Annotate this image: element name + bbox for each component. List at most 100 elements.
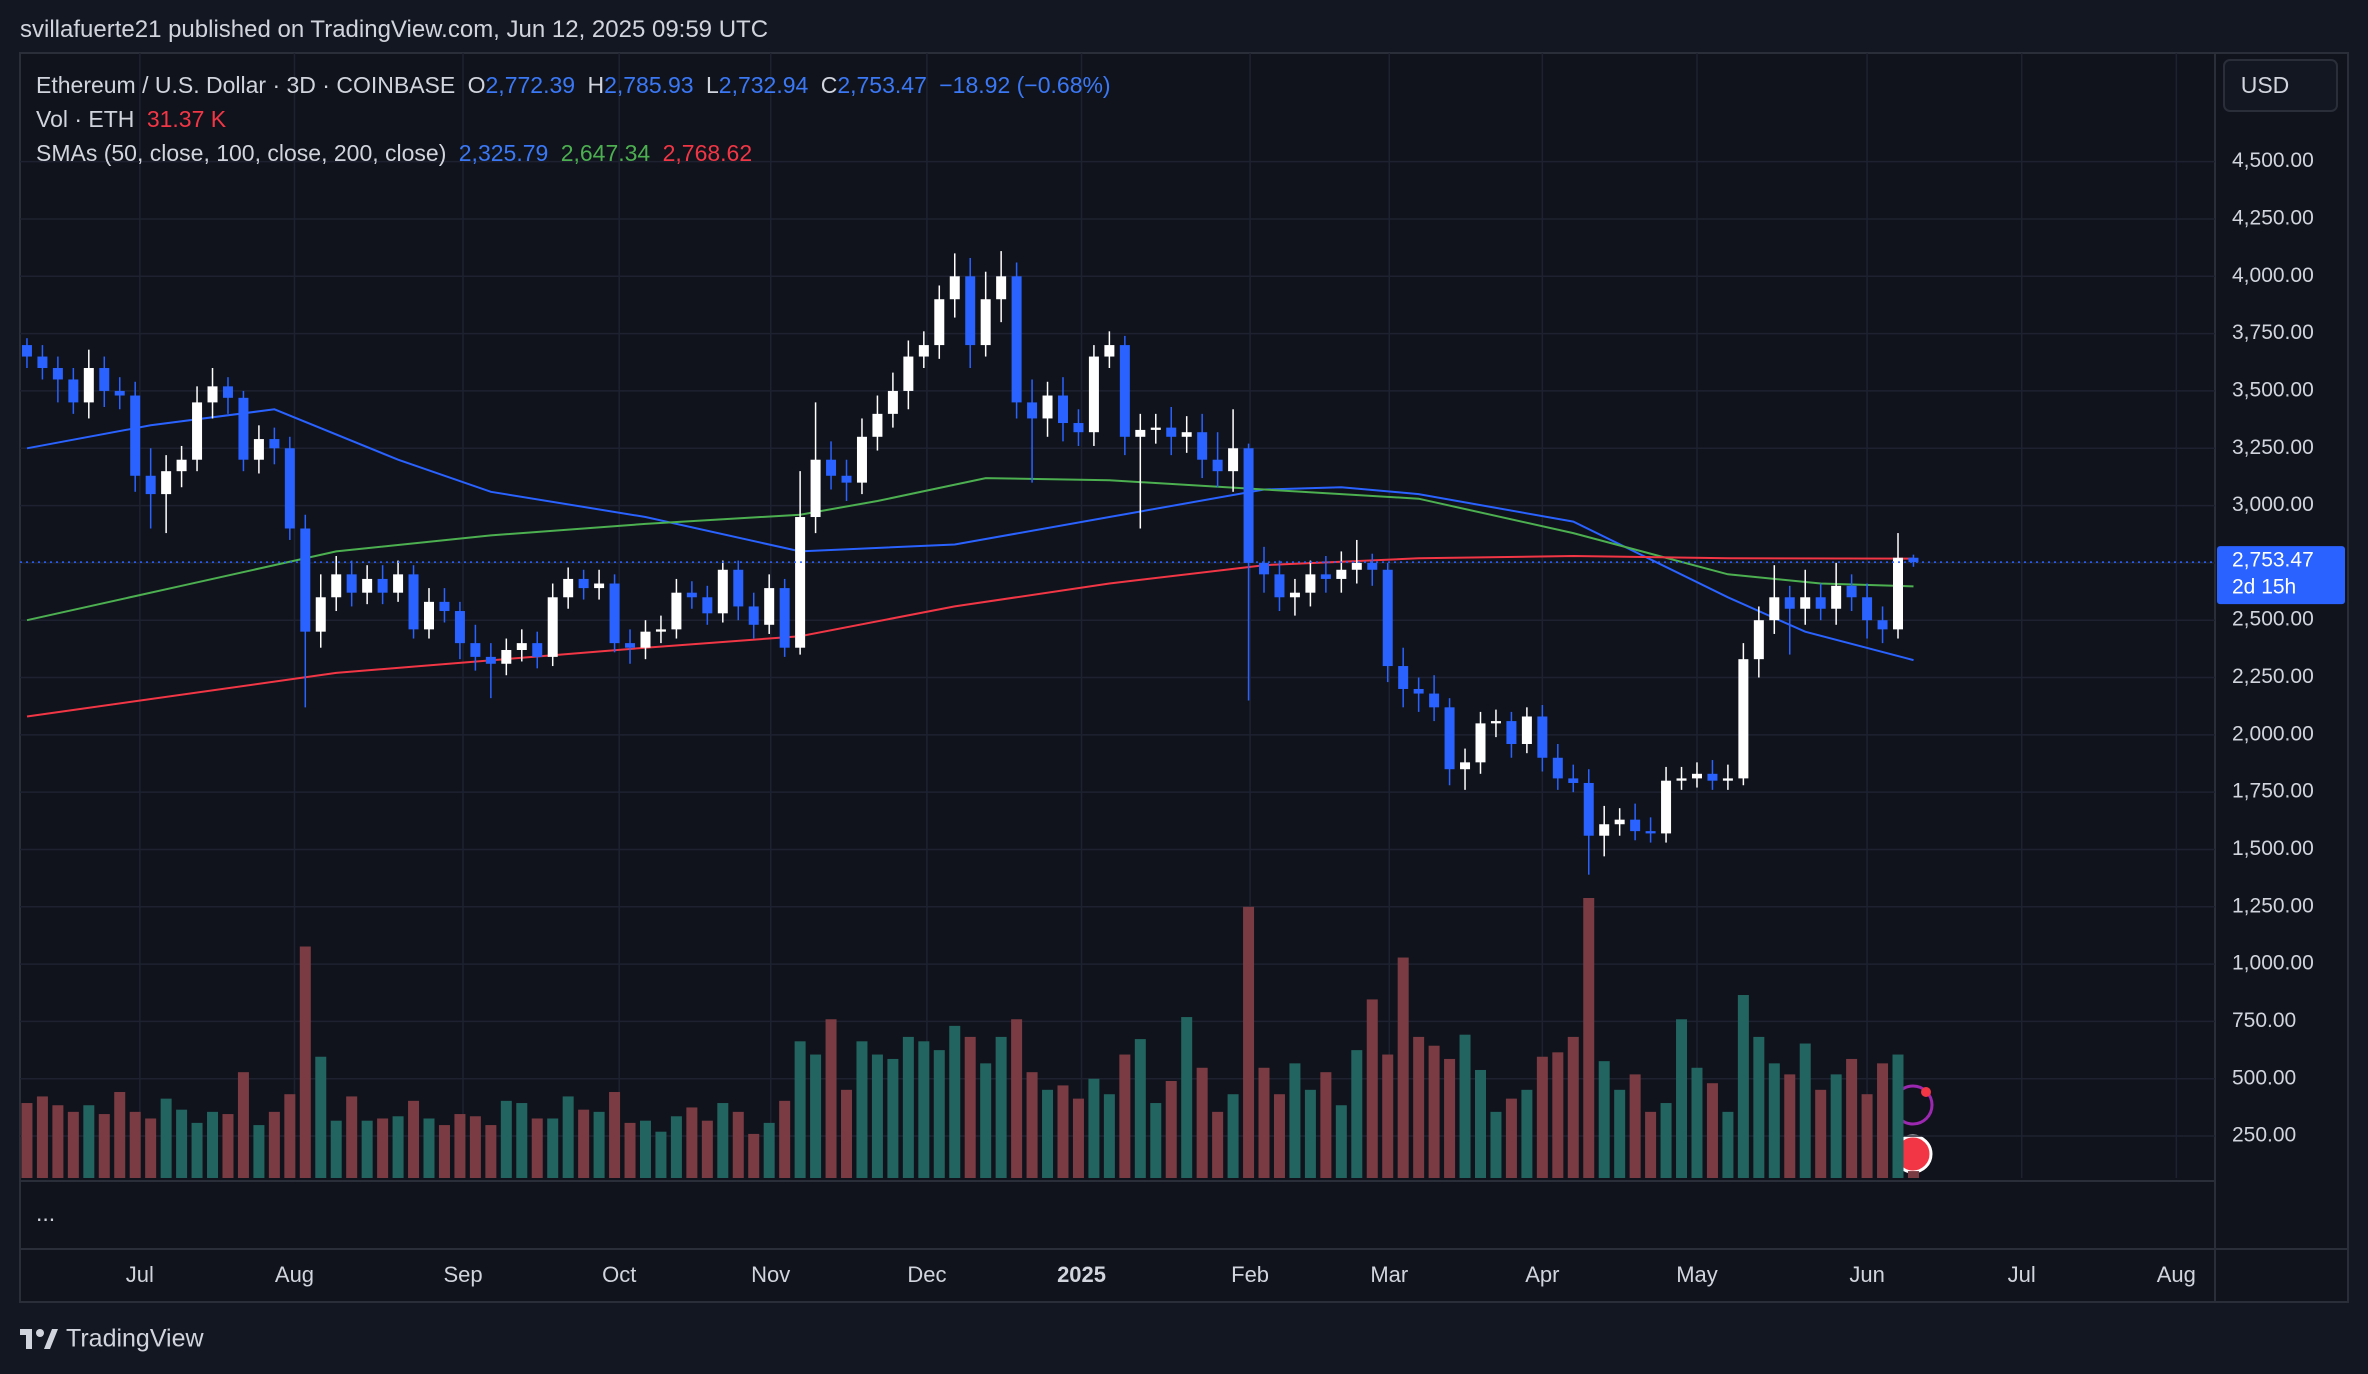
legend-row: SMAs (50, close, 100, close, 200, close)… (36, 136, 1117, 170)
volume-bar (36, 1096, 48, 1178)
candle-body (1027, 402, 1038, 419)
candle-body (362, 578, 373, 593)
countdown: 2d 15h (2232, 576, 2296, 599)
volume-bar (191, 1122, 203, 1178)
volume-bar (1645, 1111, 1657, 1178)
volume-bar (639, 1120, 651, 1178)
y-tick-label: 2,000.00 (2232, 722, 2314, 745)
brand: TradingView (66, 1325, 205, 1353)
candle-body (1398, 666, 1409, 689)
candle-body (872, 413, 883, 437)
volume-bar (1304, 1089, 1316, 1178)
volume-bar (1722, 1111, 1734, 1178)
candle-body (717, 569, 728, 614)
byline: svillafuerte21 published on TradingView.… (20, 16, 769, 43)
candle-body (1135, 429, 1146, 437)
volume-bar (856, 1041, 868, 1178)
legend-row: Vol · ETH 31.37 K (36, 102, 1117, 136)
candle-body (470, 643, 481, 657)
volume-label[interactable]: Vol · ETH (36, 106, 135, 132)
candle-body (408, 574, 419, 630)
volume-bar (1011, 1019, 1023, 1178)
volume-bar (160, 1098, 172, 1178)
candle-body (21, 345, 32, 357)
volume-bar (1227, 1094, 1239, 1178)
candle-body (841, 475, 852, 483)
volume-bar (1536, 1056, 1548, 1178)
candle-body (269, 439, 280, 449)
volume-bar (114, 1092, 126, 1178)
candle-body (578, 578, 589, 589)
candle-body (1521, 716, 1532, 745)
candle-body (1382, 569, 1393, 667)
candle-body (702, 597, 713, 614)
candle-body (331, 574, 342, 598)
volume-bar (1196, 1067, 1208, 1178)
candle-body (52, 368, 63, 380)
candle-body (949, 276, 960, 300)
volume-bar (1784, 1074, 1796, 1178)
candle-body (1846, 585, 1857, 598)
volume-bar (748, 1133, 760, 1178)
y-tick-label: 500.00 (2232, 1066, 2296, 1089)
candle-body (315, 597, 326, 632)
volume-bar (1583, 898, 1595, 1178)
candle-body (393, 574, 404, 593)
volume-bar (1614, 1089, 1626, 1178)
volume-bar (1366, 999, 1378, 1178)
x-tick-label: Sep (443, 1262, 482, 1287)
candle-body (377, 578, 388, 593)
legend-row: Ethereum / U.S. Dollar · 3D · COINBASE O… (36, 68, 1117, 102)
candle-body (1088, 356, 1099, 433)
candle-body (1815, 597, 1826, 609)
volume-value: 31.37 K (146, 106, 227, 132)
volume-bar (732, 1111, 744, 1178)
y-tick-label: 3,250.00 (2232, 436, 2314, 459)
volume-bar (1490, 1111, 1502, 1178)
currency-button[interactable] (2223, 59, 2338, 112)
candle-body (1042, 395, 1053, 419)
volume-bar (98, 1114, 110, 1178)
x-tick-label: May (1676, 1262, 1718, 1287)
candle-body (1645, 831, 1656, 834)
candle-body (99, 368, 110, 391)
candle-body (748, 606, 759, 625)
candle-body (1722, 778, 1733, 781)
candle-body (887, 390, 898, 414)
candle-body (1908, 557, 1919, 563)
candle-body (1893, 557, 1904, 630)
x-tick-label: Aug (2157, 1262, 2196, 1287)
volume-bar (1753, 1036, 1765, 1178)
symbol[interactable]: Ethereum / U.S. Dollar · 3D · COINBASE (36, 72, 456, 98)
volume-bar (1567, 1036, 1579, 1178)
volume-bar (964, 1036, 976, 1178)
volume-bar (562, 1096, 574, 1178)
candle-body (1305, 574, 1316, 593)
candle-body (1552, 757, 1563, 779)
volume-bar (83, 1105, 95, 1178)
volume-bar (1413, 1036, 1425, 1178)
candle-body (346, 574, 357, 593)
sma-value: 2,647.34 (560, 140, 651, 166)
candle-body (1320, 574, 1331, 579)
candle-body (1274, 574, 1285, 598)
candle-body (130, 395, 141, 476)
y-tick-label: 4,250.00 (2232, 207, 2314, 230)
volume-bar (1505, 1098, 1517, 1178)
ohlc-value: 2,732.94 (718, 72, 809, 98)
ohlc-label: O (467, 72, 486, 98)
volume-bar (779, 1100, 791, 1178)
volume-bar (918, 1041, 930, 1178)
candle-body (1877, 620, 1888, 630)
volume-bar (423, 1118, 435, 1178)
volume-bar (841, 1089, 853, 1178)
currency[interactable]: USD (2241, 72, 2290, 98)
volume-bar (1212, 1111, 1224, 1178)
volume-bar (222, 1114, 234, 1178)
candle-body (1413, 688, 1424, 694)
x-tick-label: Jul (126, 1262, 154, 1287)
more[interactable]: ... (36, 1200, 55, 1226)
candle-body (764, 588, 775, 625)
volume-bar (1181, 1017, 1193, 1178)
sma-label[interactable]: SMAs (50, close, 100, close, 200, close) (36, 140, 447, 166)
